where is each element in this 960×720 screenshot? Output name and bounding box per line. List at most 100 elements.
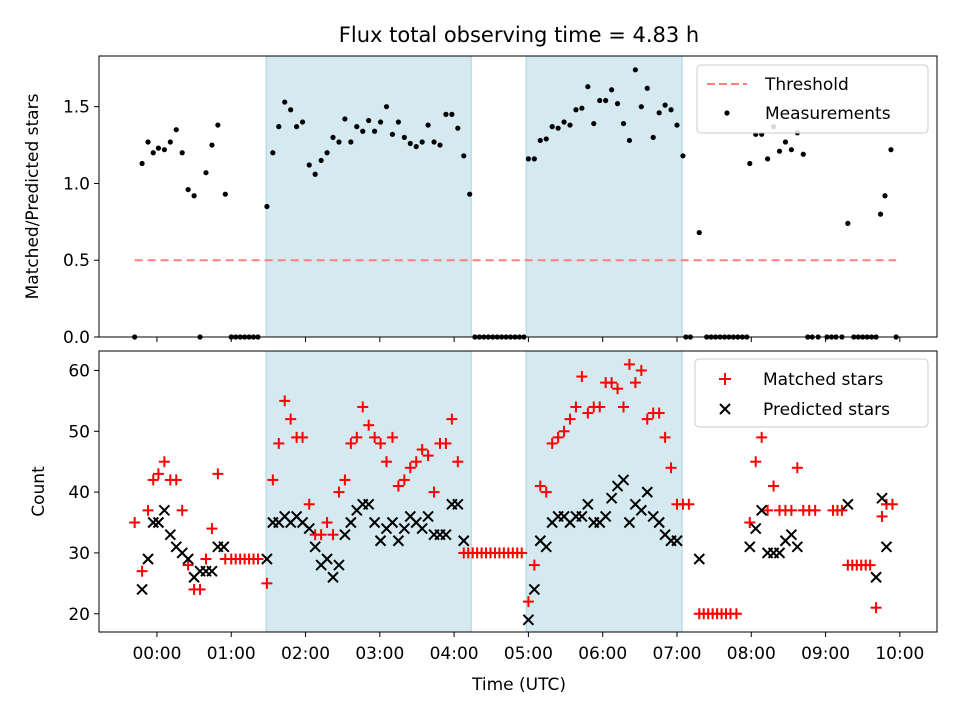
measurement-point (288, 107, 294, 113)
matched-star-point (392, 480, 404, 492)
measurement-point (591, 120, 597, 127)
predicted-star-point (386, 516, 399, 529)
measurement-point (537, 137, 543, 144)
bottom-y-axis-label: Count (29, 466, 49, 517)
predicted-star-point (635, 504, 648, 517)
measurement-point (626, 137, 633, 144)
matched-star-point (768, 480, 780, 492)
measurement-point (800, 151, 806, 157)
matched-star-point (635, 364, 647, 376)
measurement-point (662, 102, 668, 108)
predicted-star-point (540, 541, 552, 553)
bottom-y-tick-label: 40 (68, 483, 90, 503)
matched-star-point (546, 437, 558, 449)
measurement-point (567, 122, 573, 128)
predicted-star-point (623, 516, 636, 529)
predicted-star-point (671, 535, 683, 547)
measurement-point (525, 156, 532, 162)
measurement-point (776, 148, 783, 154)
x-tick-label: 03:00 (355, 644, 404, 664)
top-axes-frame (98, 55, 938, 338)
measurement-point (449, 111, 455, 117)
predicted-stars-series (136, 474, 893, 626)
measurement-point (782, 139, 789, 145)
matched-star-point (744, 517, 756, 529)
predicted-star-point (582, 498, 594, 510)
x-tick-label: 01:00 (207, 644, 256, 664)
x-tick-label: 05:00 (504, 644, 553, 664)
matched-star-point (176, 504, 188, 516)
matched-star-point (564, 413, 576, 425)
measurement-point (342, 116, 348, 122)
predicted-star-point (842, 498, 854, 510)
bottom-axes-frame (98, 350, 938, 633)
top-legend: Threshold Measurements (696, 64, 929, 134)
measurement-point (209, 142, 215, 148)
predicted-star-point (528, 583, 541, 596)
matched-star-point (200, 553, 212, 565)
matched-star-point (623, 358, 635, 370)
predicted-star-point (876, 492, 888, 504)
matched-star-point (422, 450, 434, 462)
matched-star-point (206, 523, 218, 535)
measurement-point (366, 117, 372, 124)
predicted-star-point (368, 516, 381, 529)
measurement-point (632, 67, 638, 73)
top-shaded-interval-1 (265, 55, 472, 338)
matched-star-point (762, 504, 774, 516)
matched-star-point (142, 504, 154, 516)
predicted-star-point (773, 547, 786, 559)
matched-star-point (653, 407, 665, 419)
matched-star-point (297, 431, 309, 443)
matched-star-point (404, 462, 416, 474)
matched-star-point (327, 529, 339, 541)
measurement-point (650, 134, 656, 140)
matched-star-point (612, 383, 624, 395)
measurement-point (614, 101, 621, 107)
x-tick-label: 10:00 (875, 644, 924, 664)
measurement-point (579, 105, 585, 111)
legend-matched-swatch (719, 373, 731, 385)
bottom-y-tick-label: 20 (68, 605, 90, 625)
x-axis-label: Time (UTC) (471, 675, 566, 695)
matched-star-point (791, 462, 803, 474)
x-tick-label: 02:00 (281, 644, 330, 664)
measurement-point (845, 220, 851, 226)
matched-star-point (516, 547, 528, 559)
measurement-point (531, 156, 537, 162)
matched-star-point (303, 498, 315, 510)
predicted-star-point (870, 571, 882, 583)
legend-predicted-label: Predicted stars (763, 400, 890, 420)
predicted-star-point (653, 516, 665, 529)
matched-star-point (659, 431, 671, 443)
top-panel: 0.0 0.5 1.0 1.5 Matched/Predicted stars Thr… (23, 55, 938, 348)
measurement-point (437, 142, 443, 148)
measurement-point (674, 122, 680, 128)
measurement-point (467, 191, 473, 197)
measurement-point (644, 85, 650, 91)
bottom-y-tick-label: 50 (68, 422, 90, 442)
matched-star-point (876, 510, 888, 522)
matched-star-point (440, 437, 452, 449)
measurement-point (150, 150, 156, 156)
predicted-star-point (750, 522, 762, 535)
matched-star-point (170, 474, 182, 486)
measurement-point (573, 107, 579, 113)
matched-star-point (363, 419, 375, 431)
measurement-point (597, 97, 603, 104)
measurement-point (282, 99, 288, 105)
measurement-point (455, 125, 461, 131)
measurement-point (543, 136, 549, 142)
predicted-star-point (261, 553, 273, 565)
predicted-star-point (522, 614, 535, 626)
top-y-tick-label: 0.0 (63, 328, 90, 348)
measurement-point (620, 120, 627, 127)
predicted-star-point (452, 498, 464, 510)
predicted-star-point (605, 492, 618, 504)
predicted-star-point (333, 559, 345, 571)
matched-star-point (381, 456, 393, 468)
matched-star-point (570, 401, 582, 413)
bottom-legend: Matched stars Predicted stars (694, 358, 929, 428)
predicted-star-point (416, 522, 428, 535)
matched-star-point (785, 504, 797, 516)
